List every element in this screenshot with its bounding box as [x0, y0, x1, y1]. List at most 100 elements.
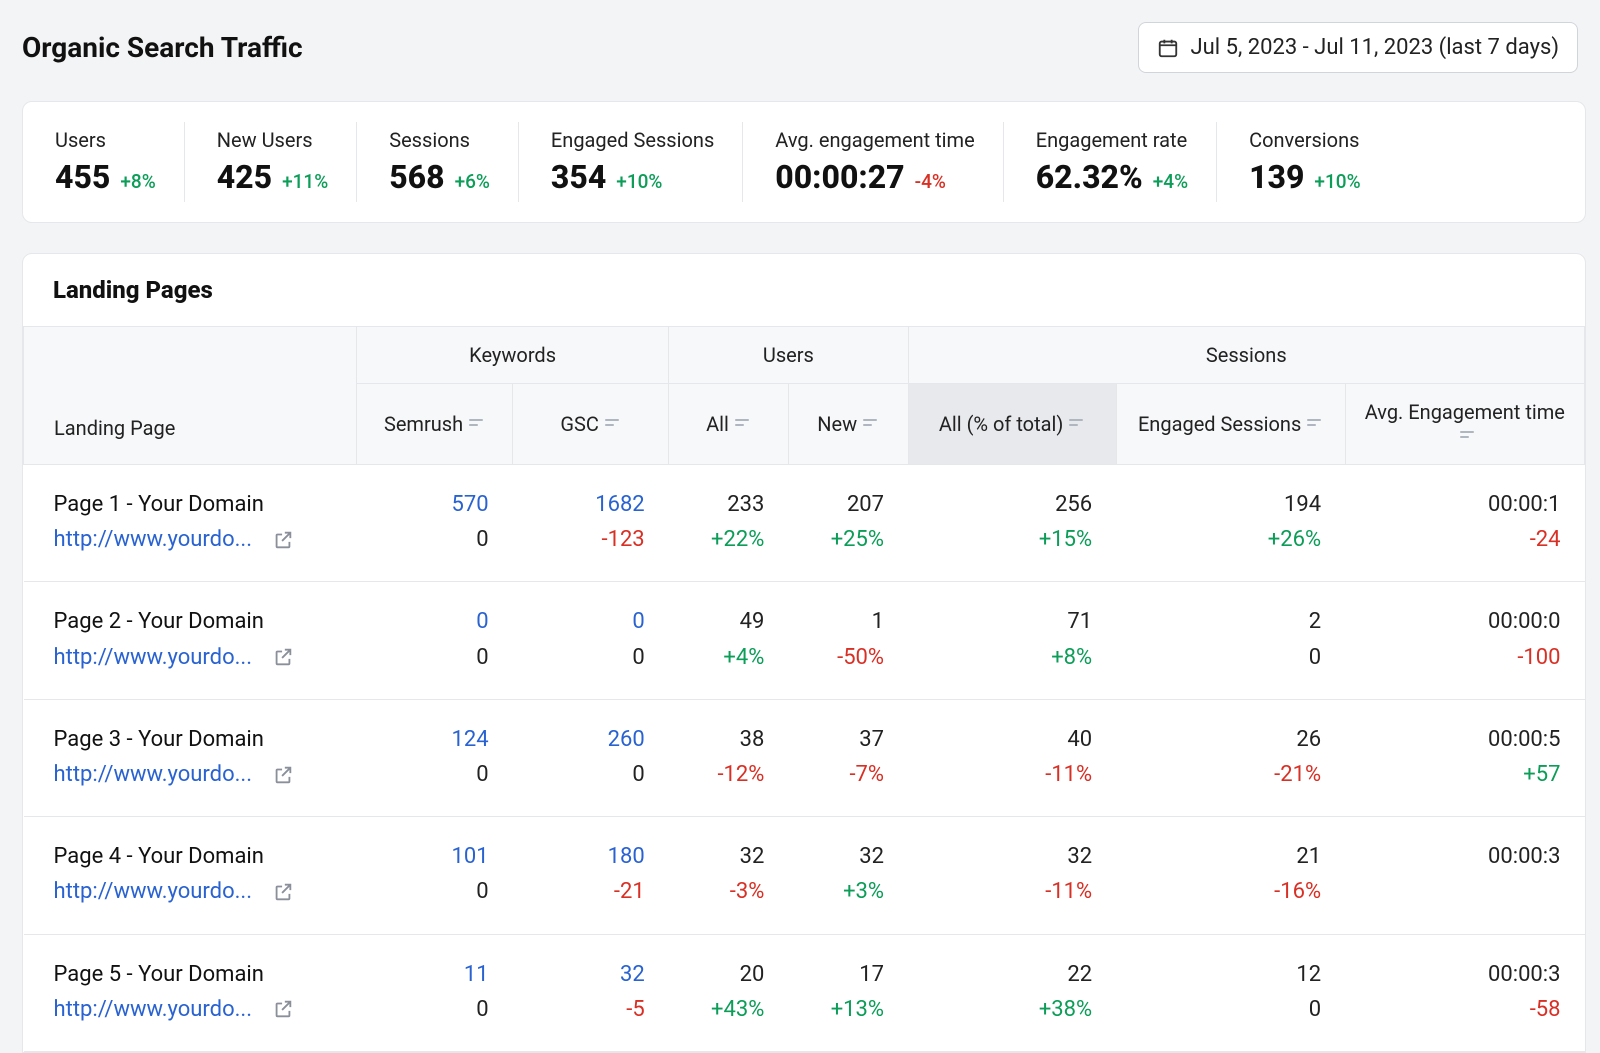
- external-link-icon[interactable]: [272, 646, 294, 668]
- col-gsc[interactable]: GSC: [513, 384, 669, 465]
- cell-delta: -58: [1355, 992, 1560, 1027]
- col-avg-engagement-time[interactable]: Avg. Engagement time: [1345, 384, 1584, 465]
- cell-delta: -24: [1355, 522, 1560, 557]
- cell-value: 20: [740, 962, 765, 987]
- cell-delta: +4%: [679, 640, 765, 675]
- col-landing-page[interactable]: Landing Page: [24, 327, 357, 465]
- metric-avg-engagement-time[interactable]: Avg. engagement time 00:00:27 -4%: [743, 122, 1003, 202]
- cell-value: 22: [1067, 962, 1092, 987]
- date-range-text: Jul 5, 2023 - Jul 11, 2023 (last 7 days): [1191, 35, 1560, 60]
- metric-conversions[interactable]: Conversions 139 +10%: [1217, 122, 1389, 202]
- metric-users[interactable]: Users 455 +8%: [23, 122, 185, 202]
- cell-delta: +38%: [918, 992, 1092, 1027]
- cell-value: 2: [1309, 609, 1321, 634]
- date-range-picker[interactable]: Jul 5, 2023 - Jul 11, 2023 (last 7 days): [1138, 22, 1579, 73]
- landing-pages-title: Landing Pages: [23, 254, 1585, 326]
- colgroup-users: Users: [669, 327, 908, 384]
- col-engaged-sessions[interactable]: Engaged Sessions: [1116, 384, 1345, 465]
- metric-label: Conversions: [1249, 128, 1361, 152]
- cell-delta: 0: [523, 757, 645, 792]
- landing-pages-table: Landing Page Keywords Users Sessions Sem…: [23, 326, 1585, 1052]
- cell-delta: -12%: [679, 757, 765, 792]
- col-semrush[interactable]: Semrush: [357, 384, 513, 465]
- external-link-icon[interactable]: [272, 529, 294, 551]
- table-row[interactable]: Page 1 - Your Domain http://www.yourdo..…: [24, 465, 1585, 582]
- metric-label: Sessions: [389, 128, 490, 152]
- external-link-icon[interactable]: [272, 998, 294, 1020]
- metric-sessions[interactable]: Sessions 568 +6%: [357, 122, 519, 202]
- table-row[interactable]: Page 5 - Your Domain http://www.yourdo..…: [24, 934, 1585, 1051]
- cell-delta: -11%: [918, 757, 1092, 792]
- cell-delta: -21%: [1126, 757, 1321, 792]
- cell-delta: +43%: [679, 992, 765, 1027]
- metric-delta: +11%: [282, 170, 328, 193]
- landing-page-url[interactable]: http://www.yourdo...: [54, 757, 253, 792]
- cell-delta: -3%: [679, 874, 765, 909]
- metric-label: Users: [55, 128, 156, 152]
- colgroup-keywords: Keywords: [357, 327, 669, 384]
- cell-value: 256: [1055, 492, 1092, 517]
- cell-value: 37: [859, 727, 884, 752]
- external-link-icon[interactable]: [272, 764, 294, 786]
- cell-delta: -21: [523, 874, 645, 909]
- sort-icon: [735, 419, 751, 433]
- cell-delta: +22%: [679, 522, 765, 557]
- landing-page-url[interactable]: http://www.yourdo...: [54, 992, 253, 1027]
- cell-value: 00:00:0: [1488, 609, 1560, 634]
- cell-delta: +3%: [798, 874, 884, 909]
- metric-engagement-rate[interactable]: Engagement rate 62.32% +4%: [1004, 122, 1217, 202]
- cell-delta: +26%: [1126, 522, 1321, 557]
- cell-delta: -5: [523, 992, 645, 1027]
- table-row[interactable]: Page 3 - Your Domain http://www.yourdo..…: [24, 699, 1585, 816]
- cell-delta: -7%: [798, 757, 884, 792]
- cell-delta: 0: [523, 640, 645, 675]
- metric-label: Engagement rate: [1036, 128, 1188, 152]
- cell-value: 101: [452, 844, 489, 869]
- cell-value: 49: [740, 609, 765, 634]
- landing-page-url[interactable]: http://www.yourdo...: [54, 640, 253, 675]
- metric-value: 139: [1249, 158, 1304, 196]
- landing-page-url[interactable]: http://www.yourdo...: [54, 874, 253, 909]
- metric-value: 455: [55, 158, 110, 196]
- cell-value: 0: [476, 609, 488, 634]
- cell-value: 12: [1296, 962, 1321, 987]
- calendar-icon: [1157, 37, 1179, 59]
- col-users-new[interactable]: New: [788, 384, 908, 465]
- cell-value: 124: [452, 727, 489, 752]
- colgroup-sessions: Sessions: [908, 327, 1584, 384]
- cell-delta: -11%: [918, 874, 1092, 909]
- metric-new-users[interactable]: New Users 425 +11%: [185, 122, 358, 202]
- cell-value: 00:00:1: [1488, 492, 1560, 517]
- metric-label: New Users: [217, 128, 329, 152]
- cell-value: 00:00:3: [1488, 844, 1560, 869]
- metric-value: 568: [389, 158, 444, 196]
- sort-icon: [605, 419, 621, 433]
- metric-value: 62.32%: [1036, 158, 1143, 196]
- cell-value: 260: [608, 727, 645, 752]
- sort-icon: [1069, 419, 1085, 433]
- table-row[interactable]: Page 2 - Your Domain http://www.yourdo..…: [24, 582, 1585, 699]
- cell-value: 32: [740, 844, 765, 869]
- sort-icon: [863, 419, 879, 433]
- metric-value: 00:00:27: [775, 158, 904, 196]
- cell-value: 0: [632, 609, 644, 634]
- cell-delta: 0: [1126, 992, 1321, 1027]
- cell-value: 194: [1284, 492, 1321, 517]
- cell-delta: 0: [367, 874, 489, 909]
- landing-page-title: Page 2 - Your Domain: [54, 604, 347, 639]
- cell-value: 26: [1296, 727, 1321, 752]
- external-link-icon[interactable]: [272, 881, 294, 903]
- cell-value: 1682: [595, 492, 644, 517]
- col-users-all[interactable]: All: [669, 384, 789, 465]
- metrics-card: Users 455 +8% New Users 425 +11% Session…: [22, 101, 1586, 223]
- landing-page-url[interactable]: http://www.yourdo...: [54, 522, 253, 557]
- metric-value: 425: [217, 158, 272, 196]
- table-row[interactable]: Page 4 - Your Domain http://www.yourdo..…: [24, 817, 1585, 934]
- col-sessions-all[interactable]: All (% of total): [908, 384, 1116, 465]
- metric-label: Engaged Sessions: [551, 128, 714, 152]
- metric-engaged-sessions[interactable]: Engaged Sessions 354 +10%: [519, 122, 743, 202]
- metric-delta: +10%: [1314, 170, 1360, 193]
- cell-delta: 0: [367, 992, 489, 1027]
- cell-value: 32: [620, 962, 645, 987]
- cell-delta: +57: [1355, 757, 1560, 792]
